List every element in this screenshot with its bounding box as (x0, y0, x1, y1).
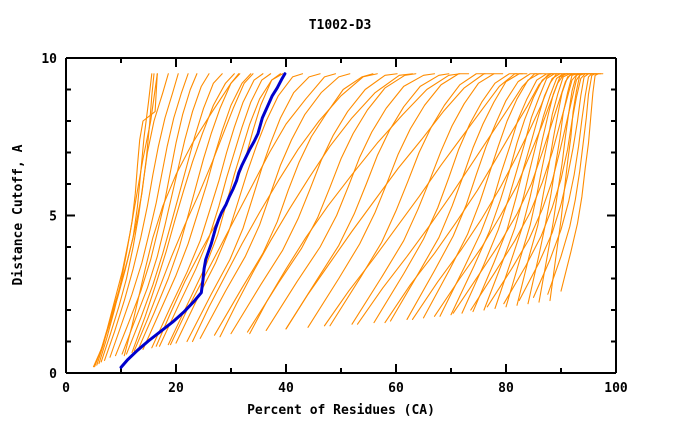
model-curve (461, 73, 561, 314)
model-curve (121, 73, 210, 355)
model-curve (96, 73, 155, 366)
model-curve (483, 73, 569, 311)
model-curve (136, 73, 241, 352)
y-axis-ticks (66, 57, 616, 374)
model-curve (486, 73, 591, 308)
y-tick-label: 10 (41, 52, 57, 67)
model-curve (411, 73, 563, 321)
model-curve (538, 73, 588, 303)
model-curve (472, 73, 565, 313)
model-curve (285, 73, 495, 330)
model-curve (518, 73, 597, 302)
model-curve (175, 73, 304, 344)
x-axis-tick-labels: 0 20 40 60 80 100 (62, 381, 628, 396)
y-axis-tick-labels: 0 5 10 (41, 52, 57, 382)
model-curve (323, 73, 524, 327)
model-curve (265, 73, 436, 332)
model-curve (109, 73, 189, 358)
model-curve (191, 73, 378, 343)
y-axis-title: Distance Cutoff, A (11, 144, 26, 285)
model-curve (505, 73, 576, 308)
y-tick-label: 0 (49, 367, 57, 382)
model-curve (549, 73, 593, 302)
model-curve (158, 73, 272, 347)
model-curve (131, 73, 235, 354)
highlighted-model-curve (119, 72, 287, 369)
model-curve (219, 73, 414, 338)
page-title: T1002-D3 (308, 18, 372, 33)
model-curve (503, 73, 595, 305)
model-curve (351, 73, 504, 325)
model-curve (103, 73, 179, 361)
model-curve (249, 73, 461, 335)
model-curve (329, 73, 486, 327)
model-curve (213, 73, 374, 336)
model-curve (527, 73, 584, 305)
model-curve (167, 73, 282, 346)
x-tick-label: 0 (62, 381, 70, 396)
model-curve (133, 73, 254, 352)
model-curve (470, 73, 586, 311)
model-curve (422, 73, 547, 319)
x-tick-label: 80 (498, 381, 514, 396)
model-curve (100, 73, 169, 363)
x-axis-title: Percent of Residues (CA) (247, 403, 435, 418)
model-curve (384, 73, 555, 324)
model-curve (123, 73, 240, 357)
x-tick-label: 40 (278, 381, 294, 396)
x-tick-label: 100 (604, 381, 628, 396)
model-curve (98, 73, 158, 365)
x-tick-label: 20 (168, 381, 184, 396)
model-curve (125, 73, 223, 355)
model-curve (439, 73, 553, 317)
model-curve (142, 73, 252, 350)
model-curve (547, 73, 602, 295)
model-curve (151, 73, 264, 349)
x-axis-ticks (65, 58, 617, 373)
model-curve (532, 73, 599, 298)
model-curve (285, 73, 450, 330)
model-curve (389, 73, 528, 322)
model-curve (307, 73, 470, 328)
model-curve (516, 73, 581, 306)
model-curve (199, 73, 351, 339)
model-curve (433, 73, 571, 317)
highlight-curve-line (119, 72, 287, 369)
model-curve (169, 73, 337, 346)
model-curve (406, 73, 538, 321)
model-curves-group (92, 73, 604, 368)
model-curve (246, 73, 417, 333)
model-curve (94, 73, 153, 368)
y-tick-label: 5 (49, 210, 57, 225)
x-tick-label: 60 (388, 381, 404, 396)
model-curve (560, 73, 604, 292)
model-curve (373, 73, 518, 324)
model-curve (494, 73, 573, 309)
model-curve (114, 73, 198, 357)
